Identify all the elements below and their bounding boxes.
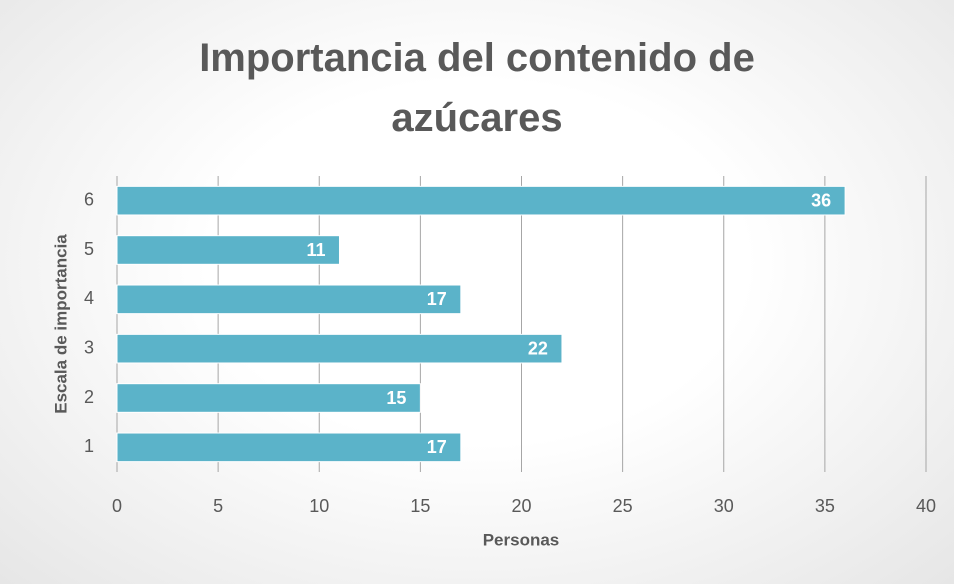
data-label: 36	[811, 190, 831, 210]
chart-title: Importancia del contenido de azúcares	[199, 36, 755, 140]
y-axis-label: Escala de importancia	[51, 234, 70, 414]
x-tick-label: 35	[815, 496, 835, 516]
bar	[116, 284, 462, 315]
x-tick-label: 20	[511, 496, 531, 516]
data-label: 17	[427, 289, 447, 309]
y-tick-label: 3	[84, 337, 94, 357]
y-tick-label: 5	[84, 239, 94, 259]
x-tick-label: 0	[112, 496, 122, 516]
data-label: 15	[386, 388, 406, 408]
data-label: 11	[306, 240, 325, 260]
bar	[116, 383, 421, 413]
x-tick-label: 15	[410, 496, 430, 516]
x-tick-label: 40	[916, 496, 936, 516]
bar	[116, 235, 340, 265]
bar	[116, 432, 462, 463]
data-label: 22	[528, 338, 548, 358]
x-tick-label: 30	[714, 496, 734, 516]
bar	[116, 185, 846, 216]
y-tick-label: 6	[84, 189, 94, 209]
data-label: 17	[427, 437, 447, 457]
y-tick-label: 1	[84, 436, 94, 456]
x-tick-label: 25	[613, 496, 633, 516]
x-tick-label: 5	[213, 496, 223, 516]
x-axis-label: Personas	[483, 530, 560, 549]
y-tick-label: 2	[84, 387, 94, 407]
x-tick-label: 10	[309, 496, 329, 516]
y-tick-label: 4	[84, 288, 94, 308]
bar	[116, 333, 563, 364]
